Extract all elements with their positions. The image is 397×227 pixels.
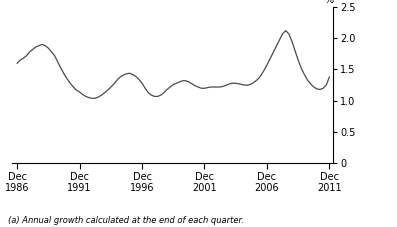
Text: (a) Annual growth calculated at the end of each quarter.: (a) Annual growth calculated at the end … <box>8 216 244 225</box>
Text: %: % <box>324 0 333 5</box>
